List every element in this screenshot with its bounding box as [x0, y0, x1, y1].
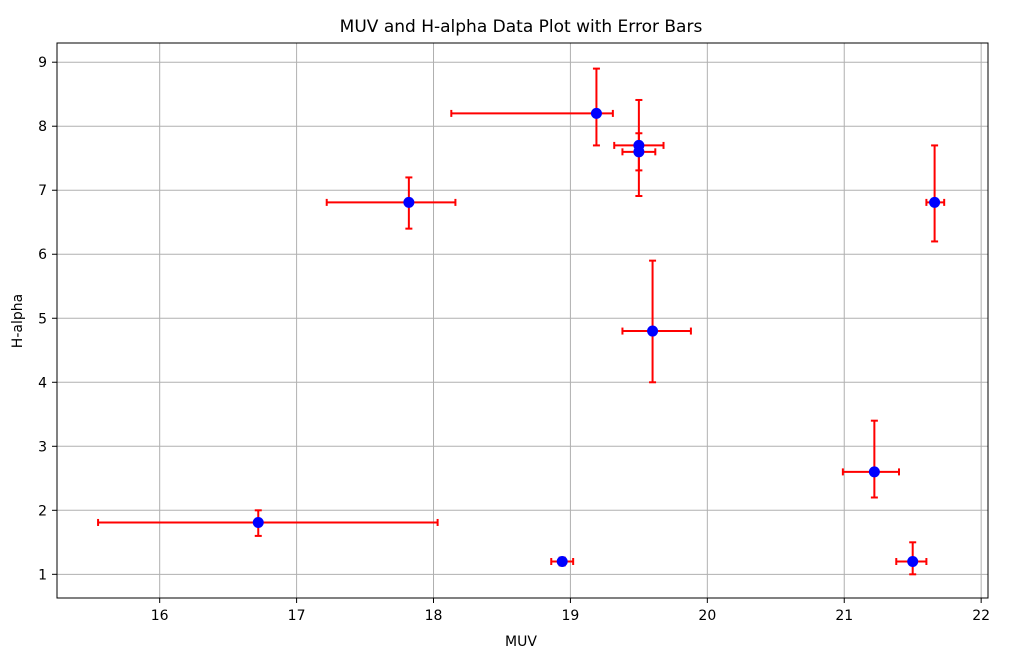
x-axis-label: MUV	[505, 634, 537, 650]
chart-title: MUV and H-alpha Data Plot with Error Bar…	[340, 17, 703, 37]
data-point	[647, 325, 659, 337]
y-tick-label: 4	[38, 375, 47, 391]
y-tick-label: 9	[38, 55, 47, 71]
y-tick-label: 2	[38, 503, 47, 519]
y-tick-label: 8	[38, 119, 47, 135]
error-bars	[97, 67, 946, 576]
x-tick-label: 19	[562, 608, 580, 624]
x-tick-label: 18	[425, 608, 443, 624]
data-point	[868, 466, 880, 478]
x-tick-label: 16	[151, 608, 169, 624]
x-tick-label: 21	[835, 608, 853, 624]
data-point	[590, 107, 602, 119]
plot-area-frame	[56, 42, 989, 599]
y-tick-label: 1	[38, 567, 47, 583]
y-axis-label: H-alpha	[10, 294, 26, 348]
error-bar	[841, 419, 901, 499]
y-tick-label: 3	[38, 439, 47, 455]
error-bar	[925, 144, 946, 243]
error-bar	[325, 176, 457, 230]
x-tick-label: 20	[698, 608, 716, 624]
data-point	[633, 146, 645, 158]
grid	[57, 43, 988, 598]
data-point	[252, 516, 264, 528]
error-bar	[97, 509, 439, 537]
data-points	[252, 107, 941, 568]
x-tick-label: 17	[288, 608, 306, 624]
data-point	[929, 196, 941, 208]
axis-ticks: 16 17 18 19 20 21 22 1 2 3 4 5 6 7 8 9	[38, 55, 990, 624]
data-point	[907, 556, 919, 568]
x-tick-label: 22	[972, 608, 990, 624]
y-tick-label: 7	[38, 183, 47, 199]
data-point	[556, 556, 568, 568]
y-tick-label: 5	[38, 311, 47, 327]
error-bar	[621, 259, 692, 384]
y-tick-label: 6	[38, 247, 47, 263]
error-bar	[450, 67, 614, 147]
data-point	[403, 196, 415, 208]
